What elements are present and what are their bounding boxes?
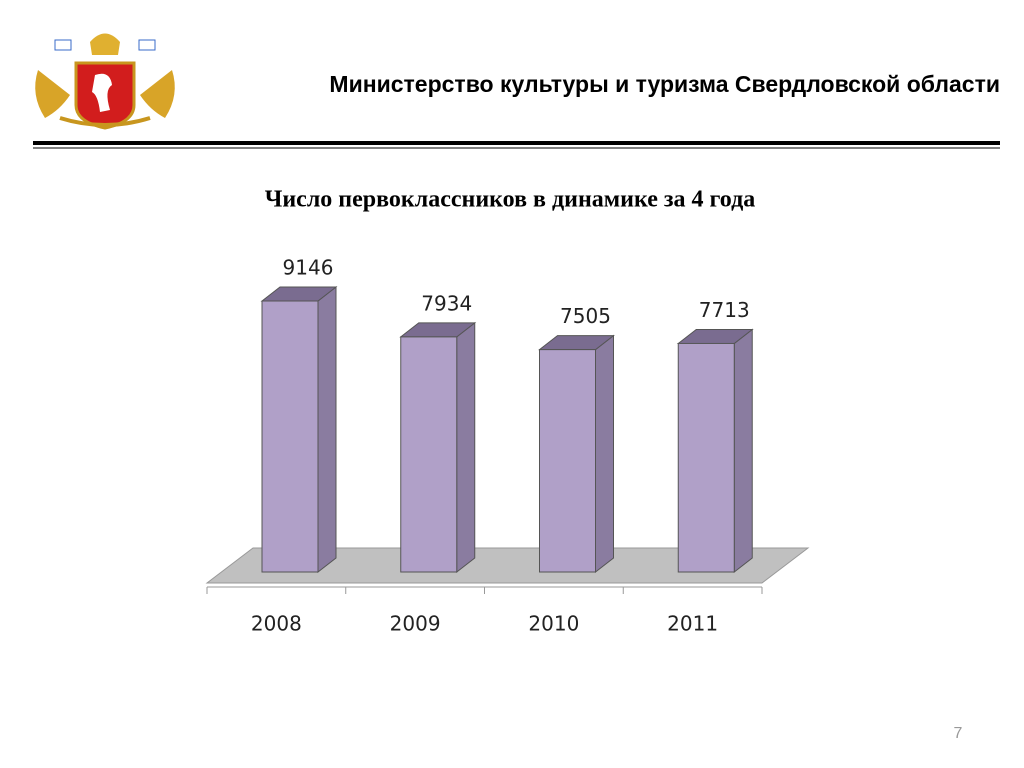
x-tick-label: 2008 — [251, 612, 302, 636]
x-tick-label: 2009 — [390, 612, 441, 636]
bar — [677, 342, 735, 573]
x-tick-label: 2010 — [528, 612, 579, 636]
value-label: 7505 — [560, 304, 611, 328]
bar-side — [733, 328, 753, 574]
floor — [205, 547, 810, 584]
bar-side — [595, 334, 614, 574]
bar-side — [317, 285, 337, 574]
value-label: 9146 — [283, 256, 334, 280]
bar — [400, 336, 458, 573]
emblem — [35, 33, 175, 130]
header-title: Министерство культуры и туризма Свердлов… — [329, 71, 1000, 97]
value-label: 7934 — [421, 291, 472, 315]
bar — [261, 300, 319, 573]
value-label: 7713 — [699, 298, 750, 322]
chart-title: Число первоклассников в динамике за 4 го… — [265, 187, 756, 213]
page-number: 7 — [954, 725, 963, 742]
bar-side — [456, 321, 476, 574]
x-tick-label: 2011 — [667, 612, 718, 636]
bar — [539, 349, 596, 573]
